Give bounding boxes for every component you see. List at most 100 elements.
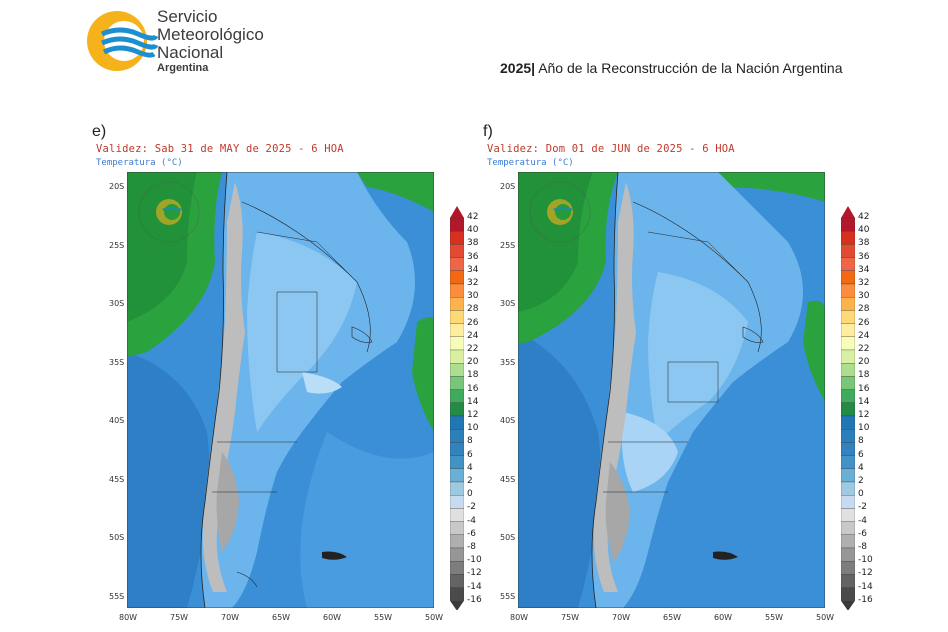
panel-e-variable: Temperatura (°C) — [96, 158, 183, 168]
colorbar-segment — [841, 257, 855, 271]
colorbar-tick-label: 18 — [467, 370, 479, 381]
longitude-label: 70W — [612, 613, 631, 622]
colorbar-segment — [841, 323, 855, 337]
colorbar-segment — [841, 244, 855, 258]
colorbar-segment — [841, 389, 855, 403]
colorbar-tick-label: 24 — [467, 330, 479, 341]
latitude-label: 45S — [500, 474, 516, 484]
colorbar-tick-label: -2 — [467, 502, 476, 513]
panel-f-validity: Validez: Dom 01 de JUN de 2025 - 6 HOA — [487, 143, 735, 155]
colorbar-tick-label: -4 — [467, 515, 476, 526]
colorbar-tick-label: -8 — [467, 542, 476, 552]
colorbar-segment — [450, 231, 464, 245]
colorbar-tick-label: 4 — [467, 462, 473, 473]
longitude-label: 60W — [323, 613, 342, 622]
latitude-label: 30S — [500, 299, 516, 308]
colorbar-tick-label: 8 — [467, 436, 473, 447]
colorbar-segment — [841, 402, 855, 417]
colorbar-segment — [841, 574, 855, 588]
colorbar-tick-label: 40 — [467, 225, 479, 236]
org-line-3: Nacional — [157, 43, 224, 62]
colorbar-tick-label: 24 — [858, 330, 870, 341]
longitude-label: 50W — [425, 613, 444, 622]
colorbar-arrow-bottom — [450, 600, 464, 610]
colorbar-tick-label: 16 — [858, 383, 870, 394]
colorbar-tick-label: 12 — [467, 410, 479, 420]
colorbar-tick-label: 38 — [467, 238, 479, 249]
colorbar-tick-label: -8 — [858, 542, 867, 552]
colorbar-segment — [450, 257, 464, 271]
colorbar-tick-label: 2 — [858, 476, 864, 486]
longitude-label: 55W — [374, 613, 393, 622]
colorbar-segment — [841, 442, 855, 456]
colorbar-tick-label: 28 — [467, 304, 479, 315]
colorbar-segment — [450, 402, 464, 417]
longitude-label: 50W — [816, 613, 835, 622]
colorbar-tick-label: 26 — [858, 317, 870, 328]
longitude-label: 80W — [510, 613, 529, 622]
motto-text: Año de la Reconstrucción de la Nación Ar… — [538, 60, 843, 76]
longitude-label: 55W — [765, 613, 784, 622]
panel-f-watermark-icon — [529, 181, 591, 243]
org-line-1: Servicio — [157, 7, 218, 26]
colorbar-segment — [841, 587, 855, 601]
colorbar-segment — [841, 363, 855, 377]
colorbar-tick-label: 22 — [467, 344, 479, 354]
colorbar-tick-label: 30 — [467, 291, 479, 302]
colorbar-tick-label: 20 — [467, 357, 479, 368]
panel-f-map — [518, 172, 825, 608]
org-name: Servicio Meteorológico Nacional Argentin… — [157, 8, 264, 75]
colorbar-segment — [450, 587, 464, 601]
longitude-label: 65W — [663, 613, 682, 622]
latitude-label: 20S — [500, 182, 516, 191]
colorbar-tick-label: 14 — [467, 396, 479, 407]
colorbar-segment — [450, 508, 464, 522]
latitude-label: 55S — [500, 591, 516, 601]
colorbar-segment — [841, 349, 855, 364]
colorbar-tick-label: 34 — [467, 264, 479, 275]
latitude-label: 55S — [109, 591, 125, 601]
latitude-label: 50S — [109, 533, 125, 542]
colorbar-tick-label: -12 — [467, 568, 482, 579]
colorbar-tick-label: -6 — [858, 528, 867, 539]
colorbar-segment — [841, 468, 855, 483]
longitude-label: 75W — [170, 613, 189, 622]
colorbar-tick-label: 10 — [467, 423, 479, 434]
org-line-4: Argentina — [157, 62, 209, 74]
colorbar-segment — [841, 283, 855, 298]
colorbar-tick-label: 20 — [858, 357, 870, 368]
colorbar-arrow-top — [450, 206, 464, 218]
panel-f-letter: f) — [483, 123, 493, 140]
latitude-label: 40S — [109, 416, 125, 425]
latitude-label: 25S — [109, 240, 125, 250]
colorbar-tick-label: 14 — [858, 396, 870, 407]
colorbar-segment — [841, 561, 855, 575]
latitude-label: 25S — [500, 240, 516, 250]
longitude-label: 60W — [714, 613, 733, 622]
panel-e-map — [127, 172, 434, 608]
colorbar-tick-label: -14 — [467, 581, 482, 592]
longitude-label: 80W — [119, 613, 138, 622]
colorbar-tick-label: 6 — [467, 449, 473, 460]
latitude-label: 45S — [109, 474, 125, 484]
colorbar-segment — [450, 468, 464, 483]
colorbar-arrow-top — [841, 206, 855, 218]
latitude-label: 40S — [500, 416, 516, 425]
colorbar-tick-label: 2 — [467, 476, 473, 486]
colorbar-segment — [450, 481, 464, 496]
colorbar-segment — [841, 270, 855, 285]
colorbar-segment — [450, 310, 464, 324]
colorbar-segment — [450, 429, 464, 443]
colorbar-segment — [841, 429, 855, 443]
colorbar-segment — [841, 455, 855, 469]
panel-e-watermark-icon — [138, 181, 200, 243]
latitude-label: 30S — [109, 299, 125, 308]
colorbar-tick-label: 4 — [858, 462, 864, 473]
colorbar-segment — [450, 297, 464, 311]
colorbar-tick-label: 18 — [858, 370, 870, 381]
colorbar-segment — [841, 217, 855, 232]
motto-year: 2025| — [500, 60, 536, 76]
colorbar-segment — [841, 376, 855, 390]
latitude-label: 35S — [109, 357, 125, 367]
colorbar-segment — [450, 455, 464, 469]
